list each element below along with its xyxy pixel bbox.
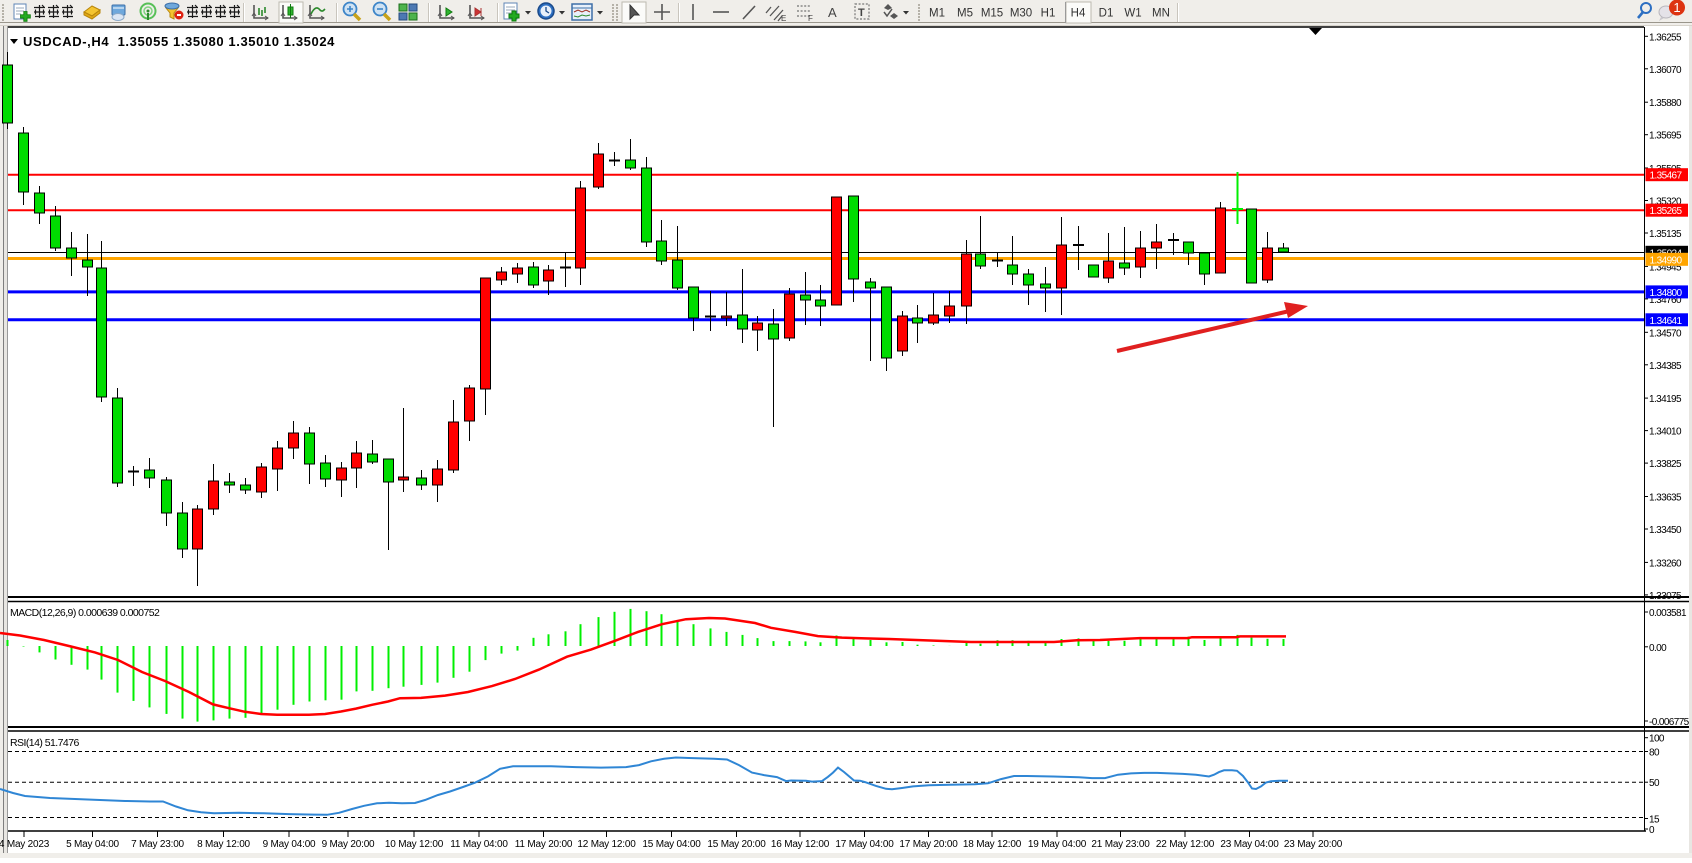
- svg-text:1.35135: 1.35135: [1649, 229, 1682, 240]
- svg-text:21 May 23:00: 21 May 23:00: [1091, 839, 1150, 850]
- svg-text:E: E: [781, 14, 786, 23]
- svg-text:1.36255: 1.36255: [1649, 32, 1682, 43]
- svg-text:80: 80: [1649, 748, 1660, 759]
- svg-text:M1: M1: [929, 8, 945, 20]
- svg-text:0.003581: 0.003581: [1649, 608, 1687, 619]
- svg-text:1: 1: [1673, 0, 1680, 15]
- svg-text:0: 0: [1649, 825, 1655, 836]
- svg-text:1.33260: 1.33260: [1649, 558, 1682, 569]
- svg-text:1.33450: 1.33450: [1649, 525, 1682, 536]
- svg-text:USDCAD-,H4 1.35055 1.35080 1.: USDCAD-,H4 1.35055 1.35080 1.35010 1.350…: [23, 34, 335, 49]
- svg-text:1.34385: 1.34385: [1649, 361, 1682, 372]
- svg-text:50: 50: [1649, 778, 1660, 789]
- svg-text:100: 100: [1649, 734, 1665, 745]
- svg-text:-0.006775: -0.006775: [1649, 717, 1690, 728]
- svg-text:1.35320: 1.35320: [1649, 197, 1682, 208]
- svg-text:1.33635: 1.33635: [1649, 493, 1682, 504]
- svg-text:9 May 04:00: 9 May 04:00: [263, 839, 316, 850]
- svg-text:0.00: 0.00: [1649, 643, 1667, 654]
- svg-text:17 May 20:00: 17 May 20:00: [899, 839, 958, 850]
- svg-text:1.34990: 1.34990: [1650, 255, 1683, 266]
- svg-text:15: 15: [1649, 815, 1660, 826]
- svg-text:11 May 04:00: 11 May 04:00: [450, 839, 508, 850]
- svg-text:W1: W1: [1124, 8, 1141, 20]
- svg-text:11 May 20:00: 11 May 20:00: [515, 839, 573, 850]
- svg-text:23 May 20:00: 23 May 20:00: [1284, 839, 1343, 850]
- svg-text:M30: M30: [1010, 8, 1032, 20]
- svg-text:T: T: [858, 7, 865, 19]
- svg-text:1.34945: 1.34945: [1649, 262, 1682, 273]
- svg-text:10 May 12:00: 10 May 12:00: [385, 839, 444, 850]
- svg-text:1.34641: 1.34641: [1650, 316, 1683, 327]
- svg-text:RSI(14) 51.7476: RSI(14) 51.7476: [10, 737, 80, 749]
- svg-text:H1: H1: [1041, 8, 1056, 20]
- svg-text:15 May 20:00: 15 May 20:00: [707, 839, 766, 850]
- svg-text:8 May 12:00: 8 May 12:00: [197, 839, 250, 850]
- svg-text:1.34760: 1.34760: [1649, 295, 1682, 306]
- svg-text:MACD(12,26,9) 0.000639 0.00075: MACD(12,26,9) 0.000639 0.000752: [10, 607, 160, 619]
- svg-text:18 May 12:00: 18 May 12:00: [963, 839, 1022, 850]
- svg-text:1.35467: 1.35467: [1650, 171, 1683, 182]
- svg-text:1.34800: 1.34800: [1650, 288, 1683, 299]
- svg-text:1.34195: 1.34195: [1649, 394, 1682, 405]
- svg-text:1.34570: 1.34570: [1649, 328, 1682, 339]
- svg-text:1.36070: 1.36070: [1649, 65, 1682, 76]
- svg-text:F: F: [808, 14, 813, 23]
- svg-text:1.35880: 1.35880: [1649, 98, 1682, 109]
- svg-text:H4: H4: [1071, 8, 1086, 20]
- svg-text:D1: D1: [1099, 8, 1114, 20]
- svg-text:16 May 12:00: 16 May 12:00: [771, 839, 830, 850]
- svg-text:19 May 04:00: 19 May 04:00: [1028, 839, 1087, 850]
- svg-text:23 May 04:00: 23 May 04:00: [1220, 839, 1279, 850]
- svg-text:1.35265: 1.35265: [1650, 206, 1683, 217]
- svg-text:M5: M5: [957, 8, 973, 20]
- svg-text:1.33825: 1.33825: [1649, 459, 1682, 470]
- svg-text:MN: MN: [1152, 8, 1170, 20]
- svg-text:M15: M15: [981, 8, 1003, 20]
- svg-text:5 May 04:00: 5 May 04:00: [66, 839, 119, 850]
- svg-text:15 May 04:00: 15 May 04:00: [642, 839, 701, 850]
- svg-text:7 May 23:00: 7 May 23:00: [131, 839, 184, 850]
- svg-text:17 May 04:00: 17 May 04:00: [835, 839, 894, 850]
- svg-text:9 May 20:00: 9 May 20:00: [322, 839, 375, 850]
- svg-text:1.35695: 1.35695: [1649, 131, 1682, 142]
- svg-text:1.34010: 1.34010: [1649, 427, 1682, 438]
- svg-text:A: A: [828, 5, 837, 20]
- svg-text:12 May 12:00: 12 May 12:00: [577, 839, 636, 850]
- svg-text:4 May 2023: 4 May 2023: [0, 839, 50, 850]
- svg-text:22 May 12:00: 22 May 12:00: [1156, 839, 1215, 850]
